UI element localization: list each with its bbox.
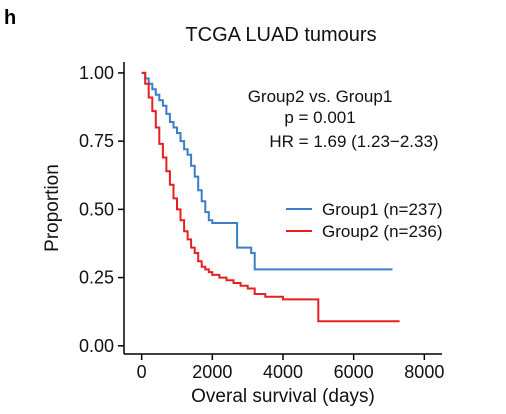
legend-label-group1: Group1 (n=237) bbox=[322, 200, 443, 219]
km-curve-group1 bbox=[141, 71, 393, 271]
y-tick-label: 1.00 bbox=[79, 63, 114, 83]
axes: 0.00 0.25 0.50 0.75 1.00 0 2000 4000 6000 8000 Ove… bbox=[42, 62, 444, 407]
y-tick-label: 0.00 bbox=[79, 336, 114, 356]
p-value-annotation: p = 0.001 bbox=[284, 108, 355, 127]
x-tick-label: 8000 bbox=[404, 362, 444, 382]
x-tick-label: 6000 bbox=[334, 362, 374, 382]
panel-label: h bbox=[4, 7, 16, 29]
y-tick-label: 0.25 bbox=[79, 268, 114, 288]
y-axis-label: Proportion bbox=[42, 164, 63, 252]
legend-label-group2: Group2 (n=236) bbox=[322, 222, 443, 241]
series-layer bbox=[141, 71, 400, 323]
comparison-annotation: Group2 vs. Group1 bbox=[248, 87, 393, 106]
x-axis-label: Overal survival (days) bbox=[191, 386, 375, 407]
chart-title: TCGA LUAD tumours bbox=[185, 24, 376, 46]
x-tick-label: 2000 bbox=[192, 362, 232, 382]
x-tick-label: 4000 bbox=[263, 362, 303, 382]
hazard-ratio-annotation: HR = 1.69 (1.23−2.33) bbox=[269, 132, 438, 151]
y-tick-label: 0.75 bbox=[79, 131, 114, 151]
y-tick-label: 0.50 bbox=[79, 199, 114, 219]
km-curve-group2 bbox=[141, 71, 400, 323]
x-tick-label: 0 bbox=[137, 362, 147, 382]
legend: Group1 (n=237) Group2 (n=236) bbox=[286, 200, 443, 241]
annotation-group: Group2 vs. Group1 p = 0.001 HR = 1.69 (1… bbox=[248, 87, 439, 151]
